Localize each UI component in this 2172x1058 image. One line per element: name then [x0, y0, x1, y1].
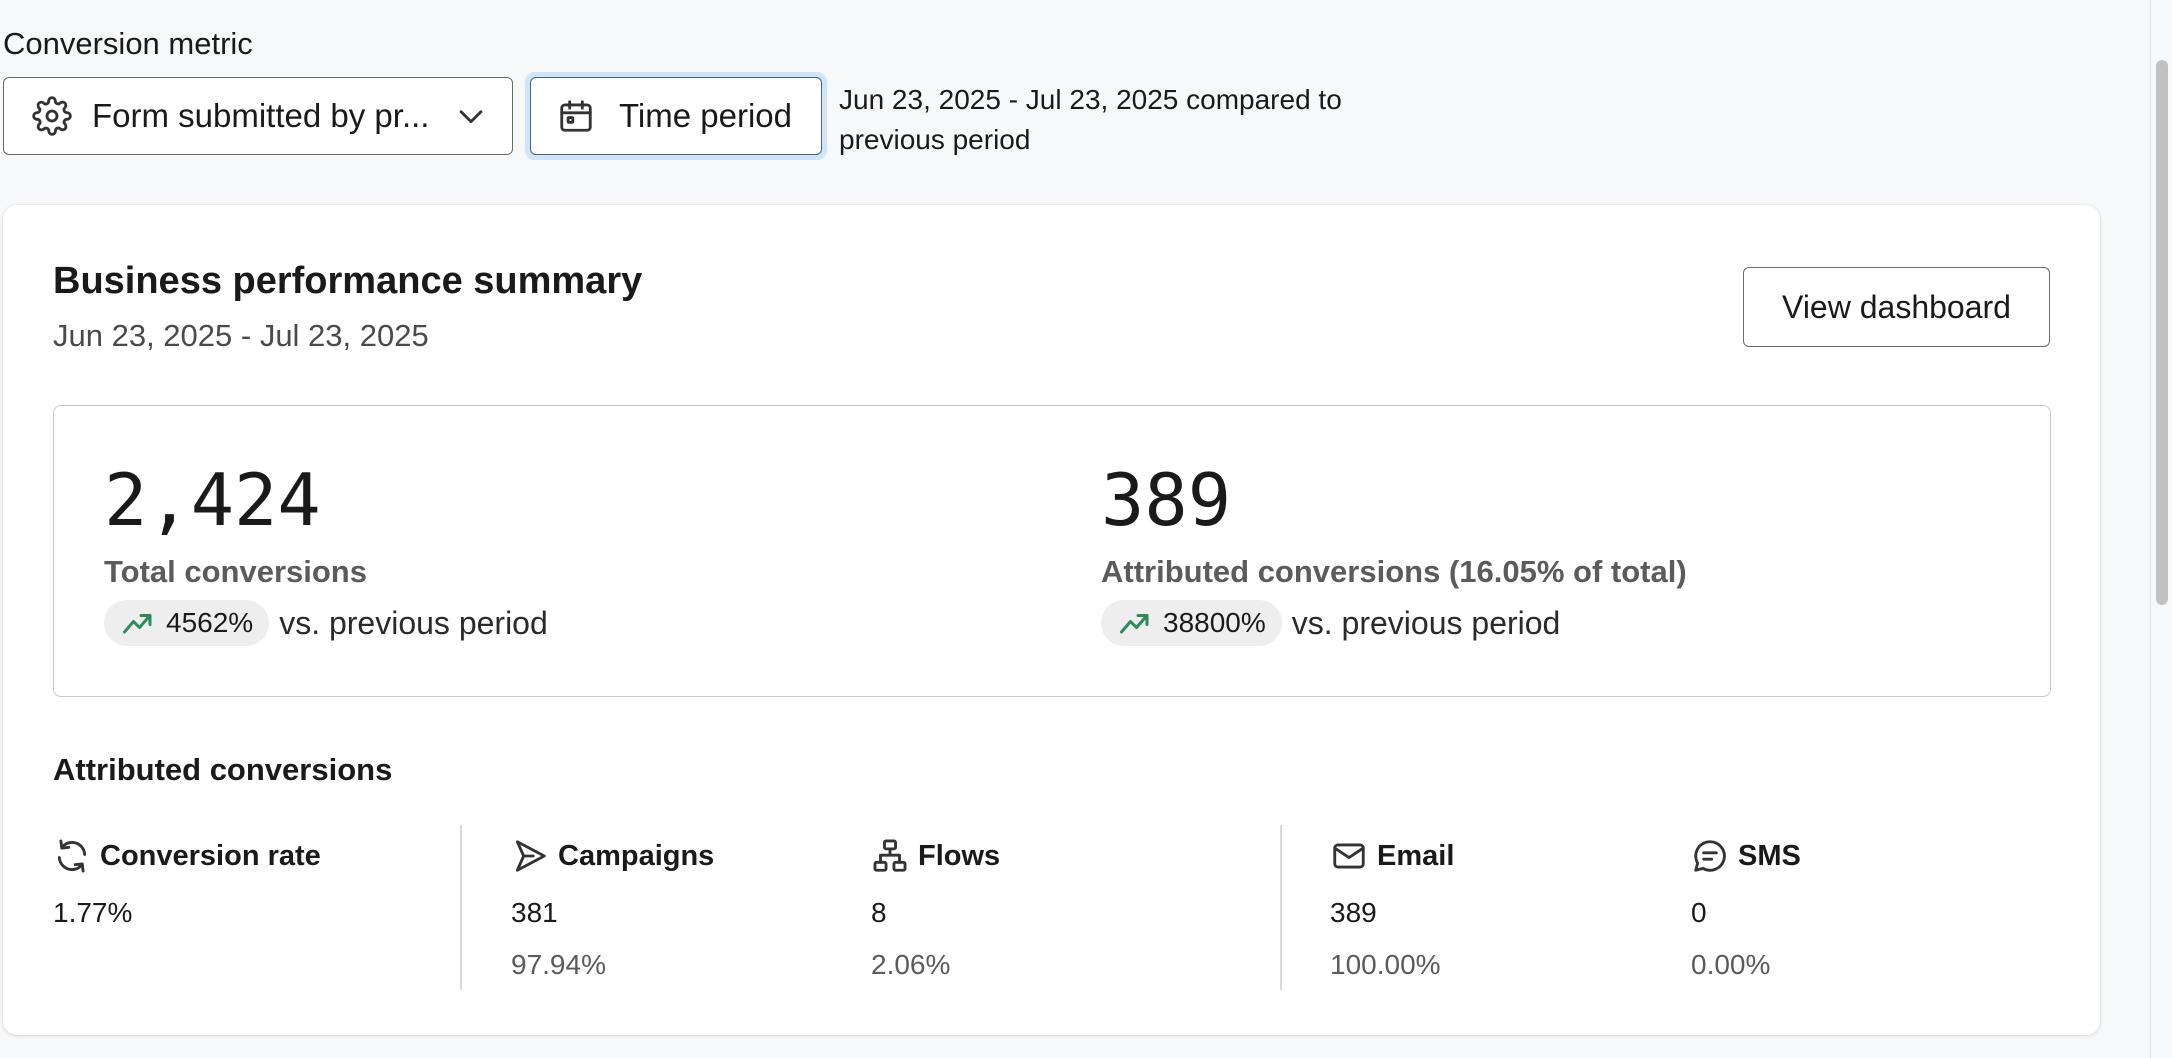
kpi-panel: 2,424 Total conversions 4562% vs. previo…	[53, 405, 2051, 697]
kpi-label: Total conversions	[104, 554, 367, 589]
kpi-value: 389	[1101, 458, 1232, 542]
divider	[1280, 825, 1282, 990]
comparison-text: vs. previous period	[1291, 604, 1561, 641]
stat-conversion-rate: Conversion rate 1.77%	[53, 837, 321, 929]
calendar-icon	[560, 100, 592, 132]
send-icon	[515, 840, 546, 872]
divider	[460, 825, 462, 990]
change-badge: 38800%	[1101, 600, 1282, 646]
change-badge: 4562%	[104, 600, 270, 646]
stat-sms: SMS 0 0.00%	[1691, 837, 1801, 981]
kpi-attributed-conversions: 389 Attributed conversions (16.05% of to…	[1101, 458, 1687, 646]
stat-percent: 97.94%	[511, 949, 606, 980]
card-date-range: Jun 23, 2025 - Jul 23, 2025	[53, 318, 429, 353]
stat-percent: 100.00%	[1330, 949, 1441, 980]
kpi-value: 2,424	[104, 458, 321, 542]
conversion-metric-label: Conversion metric	[3, 26, 253, 61]
kpi-total-conversions: 2,424 Total conversions 4562% vs. previo…	[104, 458, 548, 646]
stat-campaigns: Campaigns 381 97.94%	[511, 837, 714, 981]
stat-label: Campaigns	[558, 839, 715, 872]
stat-label: SMS	[1738, 839, 1801, 872]
sms-icon	[1694, 840, 1726, 872]
stat-value: 0	[1691, 897, 1707, 928]
refresh-icon	[57, 839, 87, 873]
stat-value: 389	[1330, 897, 1377, 928]
stat-percent: 2.06%	[871, 949, 951, 980]
conversion-metric-value: Form submitted by pr...	[92, 97, 430, 134]
stat-flows: Flows 8 2.06%	[871, 837, 1000, 981]
attributed-conversions-title: Attributed conversions	[53, 752, 393, 787]
trend-up-icon	[123, 614, 152, 634]
comparison-text: vs. previous period	[279, 604, 548, 641]
stat-label: Conversion rate	[100, 839, 321, 872]
chevron-down-icon	[459, 110, 483, 124]
flow-icon	[873, 839, 907, 872]
stat-value: 381	[511, 897, 558, 928]
card-title: Business performance summary	[53, 260, 643, 302]
stat-label: Email	[1377, 839, 1455, 872]
gear-icon	[32, 96, 72, 136]
view-dashboard-button[interactable]: View dashboard	[1743, 267, 2050, 347]
kpi-label: Attributed conversions (16.05% of total)	[1101, 554, 1687, 589]
stat-label: Flows	[918, 839, 1001, 872]
stat-email: Email 389 100.00%	[1330, 837, 1454, 981]
stat-value: 8	[871, 897, 887, 928]
stat-value: 1.77%	[53, 897, 133, 928]
stat-percent: 0.00%	[1691, 949, 1771, 980]
period-description: Jun 23, 2025 - Jul 23, 2025 compared to …	[839, 84, 1342, 155]
scrollbar-thumb[interactable]	[2156, 60, 2168, 605]
mail-icon	[1333, 843, 1365, 869]
time-period-button[interactable]: Time period	[525, 72, 827, 160]
time-period-label: Time period	[619, 97, 793, 134]
change-value: 4562%	[166, 607, 254, 638]
trend-up-icon	[1120, 614, 1149, 634]
change-value: 38800%	[1163, 607, 1266, 638]
conversion-metric-select[interactable]: Form submitted by pr...	[3, 77, 513, 155]
business-summary-card: Business performance summary Jun 23, 202…	[3, 205, 2100, 1035]
